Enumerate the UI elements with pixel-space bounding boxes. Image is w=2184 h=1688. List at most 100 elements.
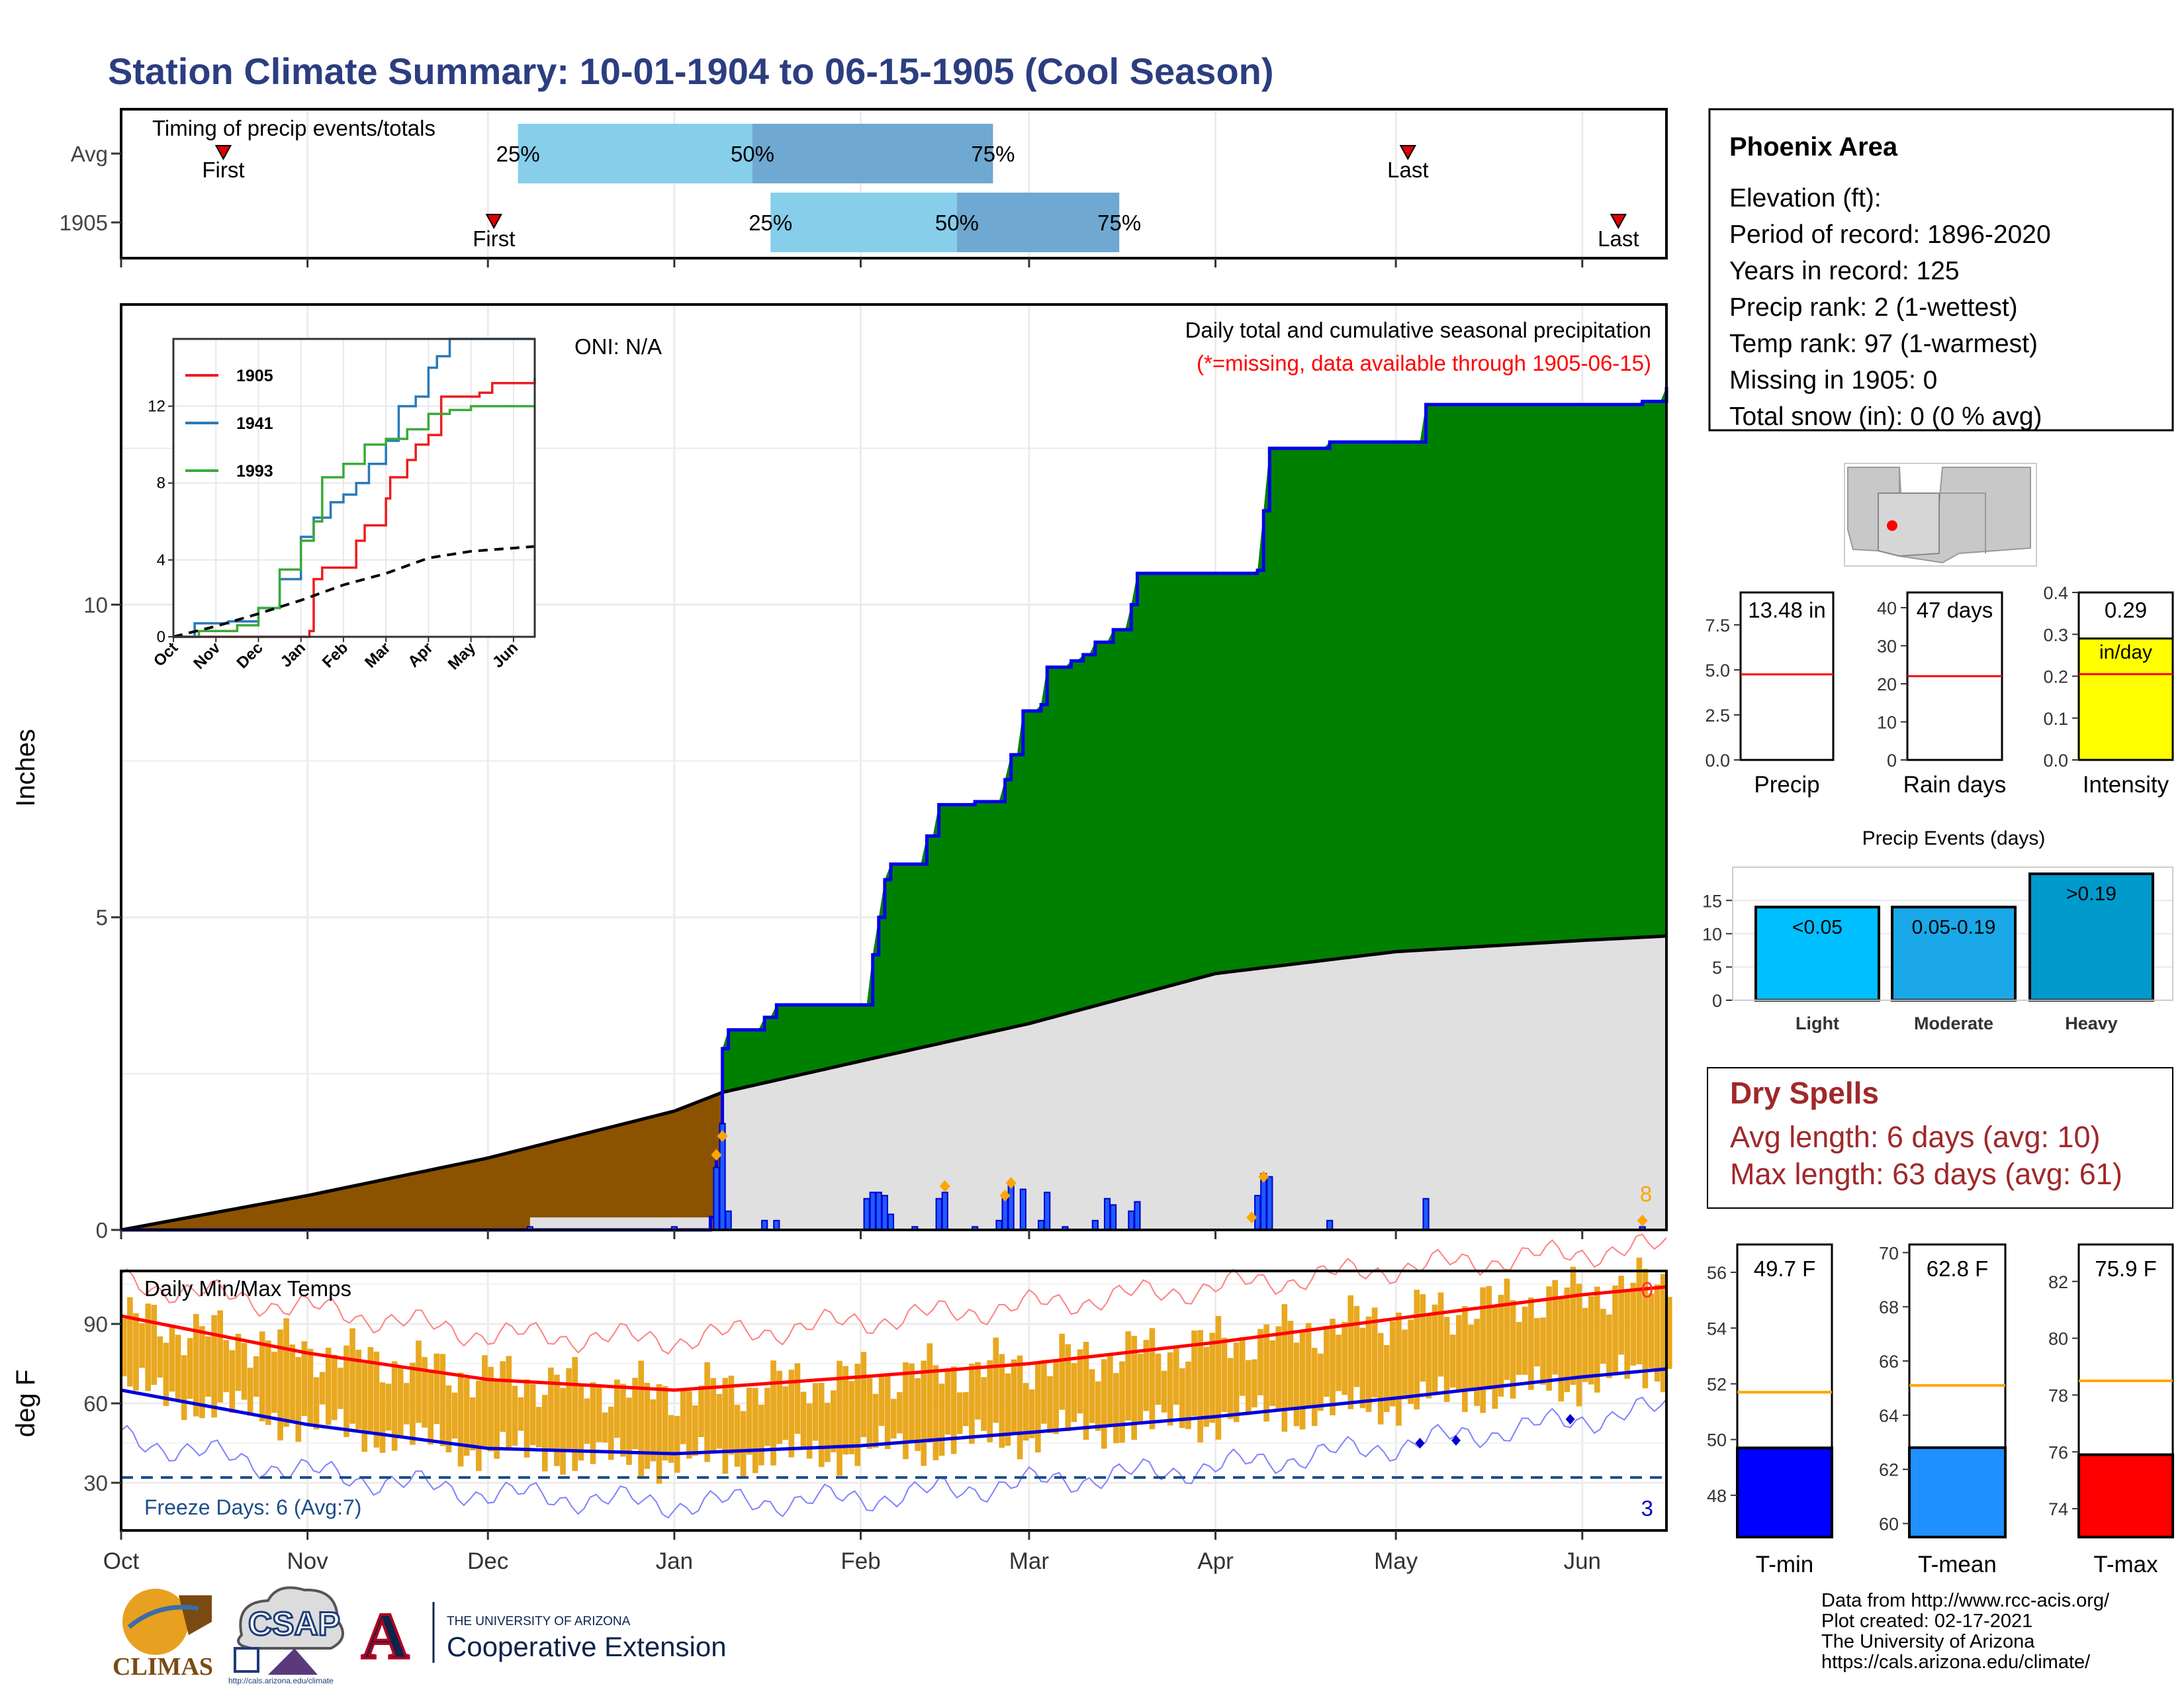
svg-text:CLIMAS: CLIMAS bbox=[113, 1653, 213, 1681]
svg-text:A: A bbox=[361, 1599, 409, 1673]
first-marker-label: First bbox=[202, 158, 244, 182]
climas-logo: CLIMAS bbox=[113, 1589, 213, 1681]
daily-temp-bar bbox=[740, 1411, 747, 1479]
y-tick-label: 60 bbox=[83, 1391, 108, 1416]
t-mean-bar bbox=[1908, 1446, 2007, 1538]
daily-temp-bar bbox=[1028, 1389, 1035, 1438]
daily-temp-bar bbox=[1666, 1297, 1672, 1369]
daily-temp-bar bbox=[602, 1412, 608, 1443]
info-box: Phoenix Area Elevation (ft): Period of re… bbox=[1708, 108, 2174, 432]
y-tick-label: 48 bbox=[1707, 1486, 1727, 1506]
daily-temp-bar bbox=[482, 1355, 488, 1446]
daily-temp-bar bbox=[1570, 1266, 1576, 1385]
daily-temp-bar bbox=[1263, 1324, 1269, 1422]
first-marker-label: First bbox=[473, 226, 515, 251]
daily-temp-bar bbox=[626, 1397, 632, 1465]
daily-temp-bar bbox=[1035, 1363, 1041, 1453]
daily-temp-bar bbox=[927, 1343, 933, 1443]
daily-temp-bar bbox=[782, 1386, 789, 1440]
daily-temp-bar bbox=[1071, 1363, 1077, 1423]
daily-temp-bar bbox=[981, 1377, 987, 1431]
cold-marker bbox=[1565, 1414, 1575, 1425]
precip-main-panel: 0 5 10 Inches Daily total and cumulative sea… bbox=[11, 303, 1668, 1243]
daily-temp-bar bbox=[163, 1342, 169, 1407]
daily-temp-bar bbox=[764, 1387, 770, 1446]
daily-temp-bar bbox=[1582, 1307, 1588, 1382]
y-tick-label: 0.0 bbox=[2043, 751, 2068, 771]
info-line: Precip rank: 2 (1-wettest) bbox=[1729, 293, 2018, 322]
daily-precip-bar bbox=[941, 1192, 948, 1231]
daily-precip-bar bbox=[1038, 1219, 1045, 1231]
x-tick-label: May bbox=[1374, 1548, 1418, 1574]
daily-temp-bar bbox=[620, 1383, 626, 1457]
x-tick-label: Apr bbox=[1197, 1548, 1234, 1574]
inset-background bbox=[173, 339, 535, 637]
y-tick-label: 76 bbox=[2048, 1442, 2068, 1462]
missing-data-marker bbox=[1246, 1211, 1257, 1224]
daily-temp-bar bbox=[1336, 1335, 1342, 1391]
daily-temp-bar bbox=[241, 1342, 248, 1400]
average-cumulative-line bbox=[120, 934, 1667, 1232]
y-tick-label: 50 bbox=[1707, 1430, 1727, 1450]
daily-temp-bar bbox=[1414, 1289, 1420, 1410]
daily-temp-bar bbox=[1618, 1276, 1624, 1355]
daily-temp-bar bbox=[566, 1368, 572, 1452]
inset-legend-label: 1905 bbox=[236, 367, 273, 385]
daily-temp-bar bbox=[770, 1360, 776, 1466]
daily-temp-bar bbox=[445, 1385, 452, 1452]
daily-temp-bar bbox=[704, 1362, 710, 1462]
university-of-arizona-logo: A THE UNIVERSITY OF ARIZONA Cooperative … bbox=[360, 1598, 727, 1674]
events-title: Precip Events (days) bbox=[1862, 827, 2046, 849]
daily-temp-bar bbox=[1456, 1315, 1462, 1390]
daily-temp-bar bbox=[734, 1405, 741, 1467]
y-tick-label: 54 bbox=[1707, 1319, 1727, 1338]
info-line: Period of record: 1896-2020 bbox=[1729, 220, 2051, 249]
y-tick-label: 82 bbox=[2048, 1272, 2068, 1292]
missing-data-marker bbox=[1258, 1170, 1269, 1183]
daily-temp-bar bbox=[1600, 1309, 1606, 1364]
t-mean-value-label: 62.8 F bbox=[1927, 1256, 1989, 1281]
daily-temp-bar bbox=[1486, 1286, 1492, 1390]
event-bar-label: 0.05-0.19 bbox=[1912, 916, 1996, 938]
dry-spells-avg: Avg length: 6 days (avg: 10) bbox=[1730, 1120, 2101, 1154]
daily-temp-bar bbox=[1311, 1348, 1318, 1427]
daily-temp-bar bbox=[307, 1348, 314, 1424]
daily-temp-bar bbox=[175, 1335, 181, 1400]
intensity-title: Intensity bbox=[2083, 772, 2169, 798]
daily-temp-bar bbox=[1522, 1306, 1528, 1375]
daily-temp-bar bbox=[518, 1397, 524, 1431]
dry-spells-title: Dry Spells bbox=[1730, 1076, 1879, 1110]
daily-precip-bar bbox=[1001, 1197, 1009, 1231]
daily-precip-bar bbox=[1254, 1195, 1261, 1231]
last-marker-label: Last bbox=[1387, 158, 1428, 182]
daily-temp-bar bbox=[993, 1337, 999, 1423]
daily-temp-bar bbox=[1017, 1355, 1023, 1460]
daily-temp-bar bbox=[1161, 1370, 1167, 1413]
daily-temp-bar bbox=[1197, 1330, 1203, 1443]
daily-temp-bar bbox=[956, 1392, 963, 1434]
y-tick-label: 52 bbox=[1707, 1374, 1727, 1394]
quartile-bar-50-75 bbox=[752, 124, 993, 183]
credit-line: https://cals.arizona.edu/climate/ bbox=[1821, 1652, 2091, 1673]
daily-temp-bar bbox=[295, 1357, 302, 1442]
daily-temp-bar bbox=[1077, 1349, 1083, 1414]
daily-temp-bar bbox=[121, 1319, 127, 1377]
y-tick-label: 30 bbox=[83, 1471, 108, 1495]
daily-temp-bar bbox=[506, 1356, 512, 1450]
daily-temp-bar bbox=[680, 1389, 686, 1444]
y-tick-label: 90 bbox=[83, 1312, 108, 1336]
daily-temp-bar bbox=[1287, 1321, 1294, 1411]
daily-temp-bar bbox=[1528, 1297, 1534, 1390]
daily-precip-bar bbox=[1110, 1204, 1117, 1231]
daily-temp-bar bbox=[391, 1361, 398, 1451]
daily-temp-bar bbox=[938, 1383, 945, 1456]
daily-temp-bar bbox=[1227, 1358, 1234, 1419]
daily-temp-bar bbox=[205, 1336, 211, 1397]
daily-temp-bar bbox=[1324, 1325, 1330, 1397]
daily-temp-bar bbox=[1342, 1321, 1348, 1395]
daily-temp-bar bbox=[1119, 1361, 1125, 1443]
daily-temp-bar bbox=[1498, 1295, 1504, 1397]
daily-temp-bar bbox=[457, 1372, 464, 1467]
dry-spells-box: Dry Spells Avg length: 6 days (avg: 10) … bbox=[1707, 1067, 2173, 1209]
dry-spells-max: Max length: 63 days (avg: 61) bbox=[1730, 1157, 2122, 1191]
